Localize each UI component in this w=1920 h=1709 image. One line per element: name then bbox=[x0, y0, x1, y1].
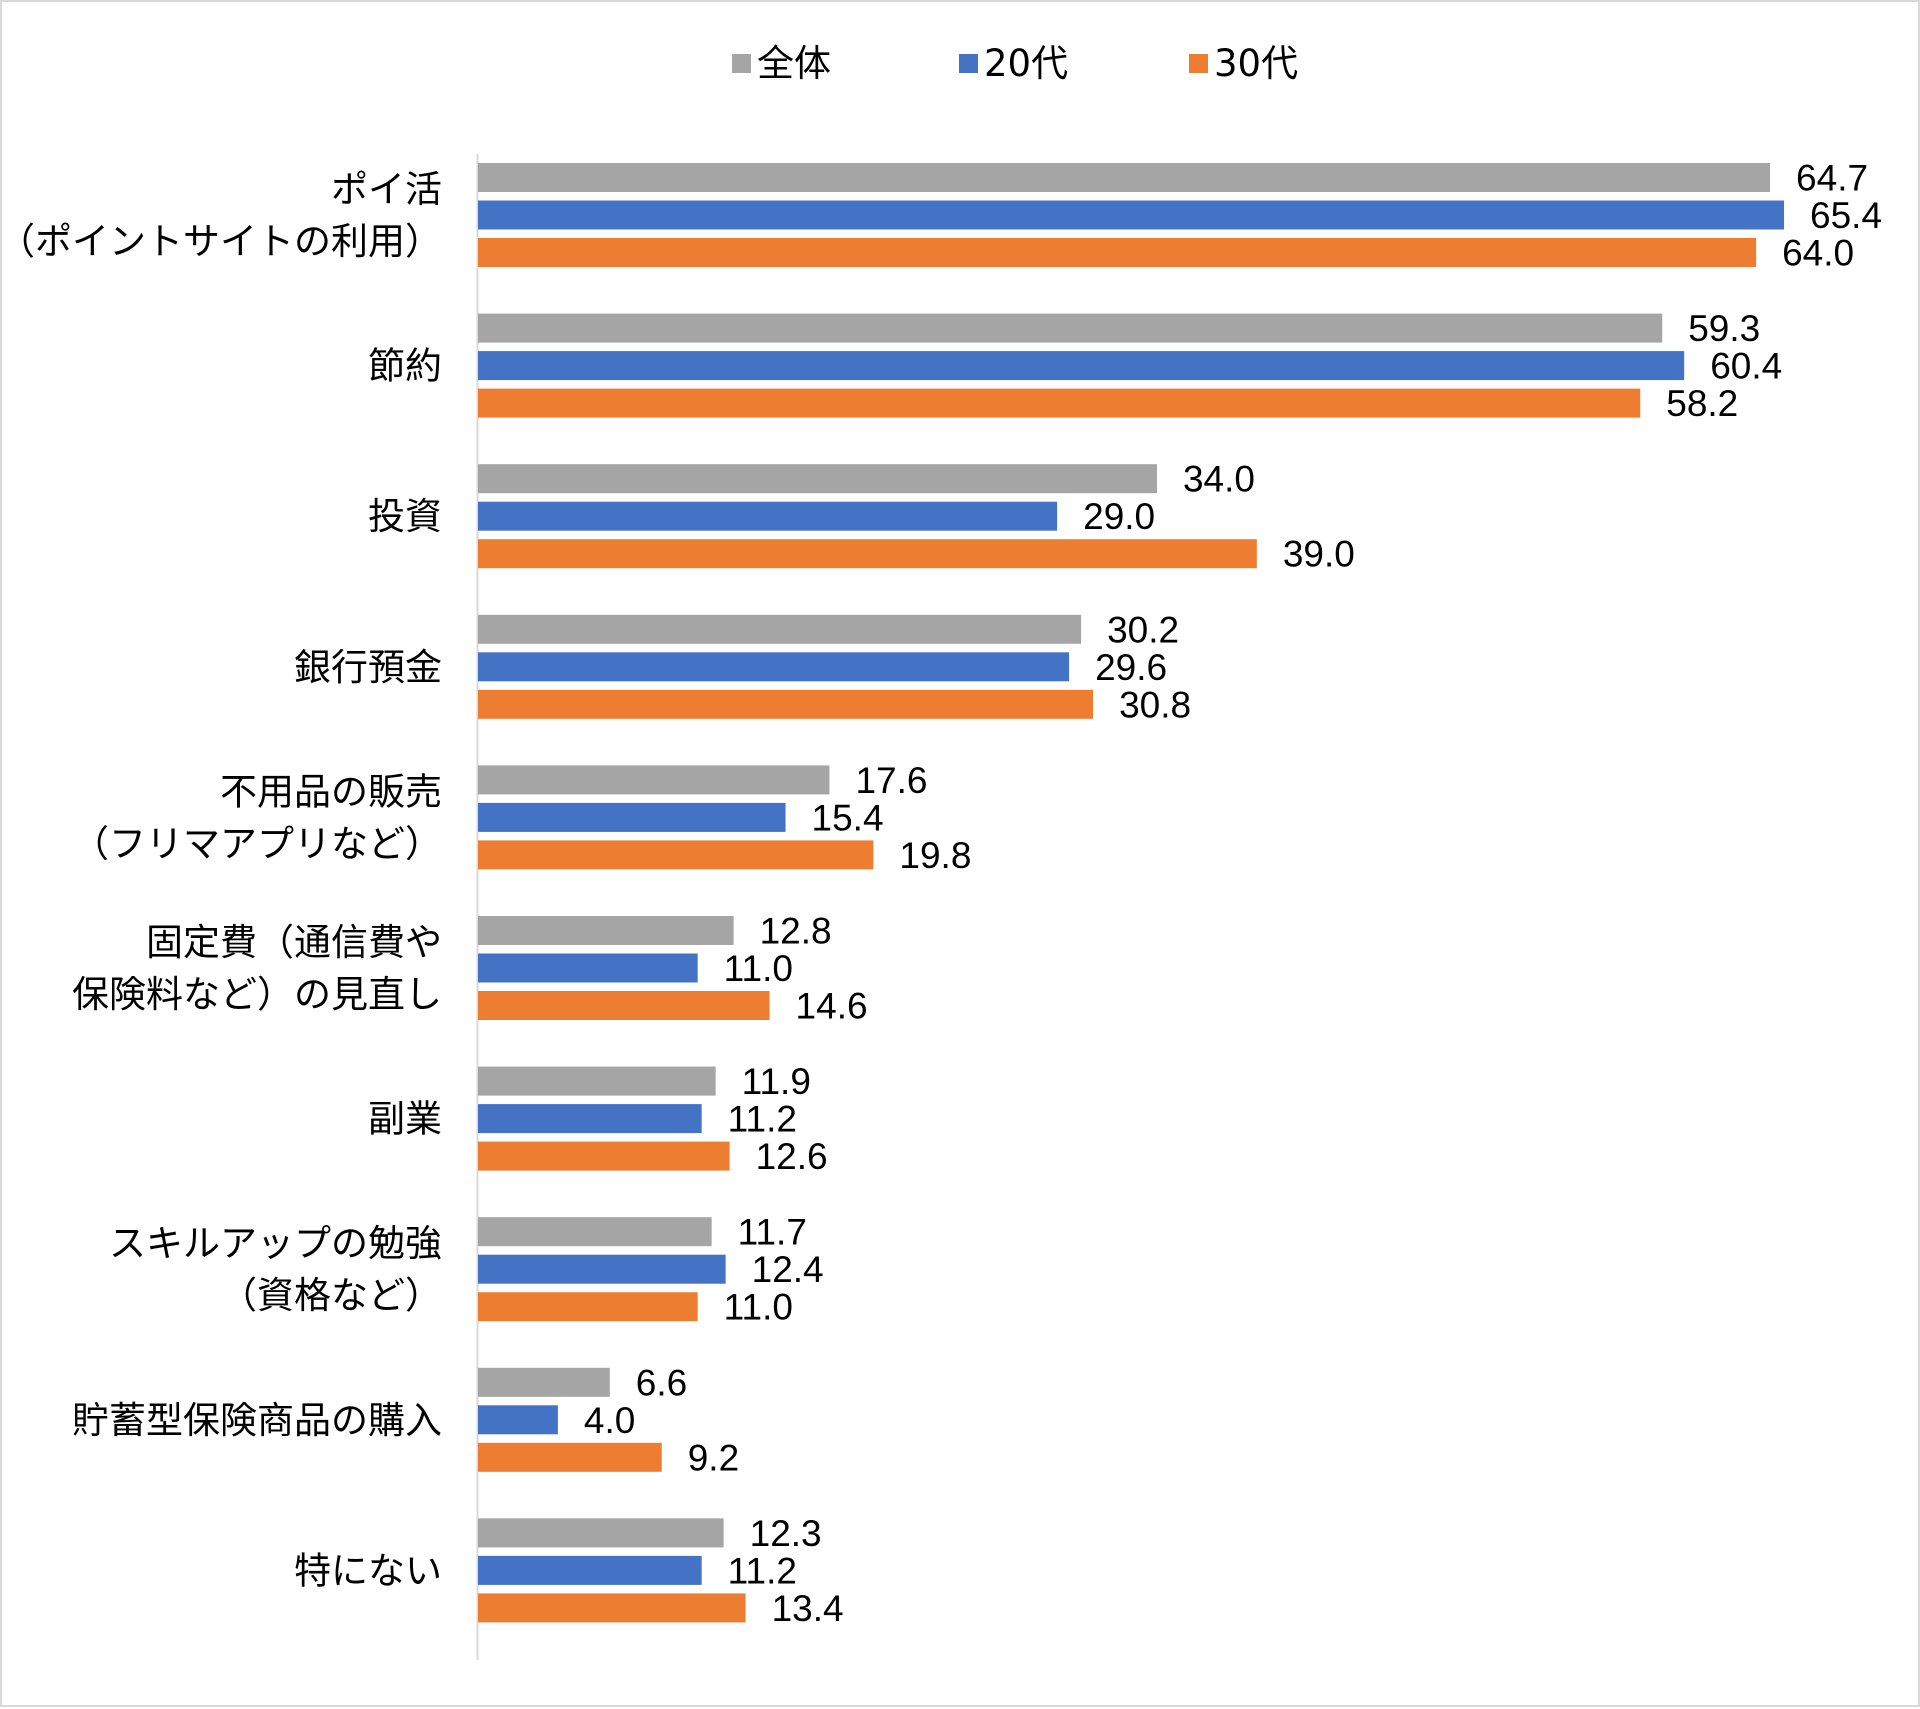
bar-9-1 bbox=[478, 1367, 610, 1397]
value-label-2-1: 59.3 bbox=[1688, 308, 1760, 349]
legend-label-2: 20代 bbox=[984, 42, 1068, 85]
category-label-7: 副業 bbox=[368, 1098, 442, 1141]
value-label-2-2: 60.4 bbox=[1710, 346, 1782, 387]
value-label-4-3: 30.8 bbox=[1119, 684, 1191, 725]
bar-10-3 bbox=[478, 1593, 746, 1623]
bar-7-1 bbox=[478, 1066, 716, 1096]
value-label-6-3: 14.6 bbox=[796, 986, 868, 1027]
bar-7-3 bbox=[478, 1141, 730, 1171]
bar-9-2 bbox=[478, 1405, 558, 1435]
value-label-10-3: 13.4 bbox=[772, 1588, 844, 1629]
bar-8-1 bbox=[478, 1217, 712, 1247]
value-label-1-3: 64.0 bbox=[1782, 233, 1854, 274]
value-label-1-1: 64.7 bbox=[1796, 158, 1868, 199]
category-label-8: スキルアップの勉強（資格など） bbox=[109, 1222, 442, 1317]
bar-4-3 bbox=[478, 689, 1094, 719]
bar-1-3 bbox=[478, 238, 1757, 267]
value-label-7-2: 11.2 bbox=[728, 1099, 797, 1140]
bar-3-2 bbox=[478, 501, 1058, 531]
value-label-6-2: 11.0 bbox=[724, 948, 793, 989]
bar-10-2 bbox=[478, 1555, 702, 1585]
bar-2-1 bbox=[478, 313, 1663, 343]
category-label-10: 特にない bbox=[294, 1549, 442, 1592]
bar-6-3 bbox=[478, 991, 770, 1020]
value-label-3-1: 34.0 bbox=[1183, 459, 1255, 500]
bar-6-1 bbox=[478, 916, 734, 945]
value-label-10-2: 11.2 bbox=[728, 1550, 797, 1591]
bar-3-1 bbox=[478, 464, 1157, 494]
value-label-9-1: 6.6 bbox=[636, 1362, 687, 1403]
value-label-1-2: 65.4 bbox=[1810, 195, 1882, 236]
category-label-2: 節約 bbox=[368, 345, 442, 388]
bar-8-3 bbox=[478, 1292, 698, 1322]
legend-label-1: 全体 bbox=[757, 42, 831, 85]
bar-8-2 bbox=[478, 1254, 726, 1284]
bar-1-1 bbox=[478, 163, 1771, 192]
category-label-9: 貯蓄型保険商品の購入 bbox=[72, 1399, 442, 1442]
bar-5-1 bbox=[478, 765, 830, 795]
bar-3-3 bbox=[478, 539, 1257, 569]
bar-2-2 bbox=[478, 351, 1685, 381]
category-label-5: 不用品の販売（フリマアプリなど） bbox=[72, 770, 442, 865]
value-label-4-1: 30.2 bbox=[1107, 609, 1179, 650]
value-labels: 64.765.464.0 59.360.458.2 34.0 29.0 39.0 30.2… bbox=[584, 158, 1882, 1629]
value-label-3-2: 29.0 bbox=[1083, 496, 1155, 537]
legend-label-3: 30代 bbox=[1214, 42, 1298, 85]
bars bbox=[478, 163, 1785, 1623]
bar-4-1 bbox=[478, 614, 1082, 644]
legend-swatch-2 bbox=[959, 54, 978, 73]
value-label-8-3: 11.0 bbox=[724, 1287, 793, 1328]
bar-4-2 bbox=[478, 652, 1070, 682]
legend-swatch-1 bbox=[732, 54, 751, 73]
bar-2-3 bbox=[478, 388, 1641, 418]
value-label-9-2: 4.0 bbox=[584, 1400, 635, 1441]
bar-1-2 bbox=[478, 200, 1785, 230]
value-label-3-3: 39.0 bbox=[1283, 534, 1355, 575]
legend: 全体 20代 30代 bbox=[732, 42, 1298, 85]
category-label-6: 固定費（通信費や保険料など）の見直し bbox=[72, 921, 442, 1016]
bar-5-2 bbox=[478, 802, 786, 832]
value-label-8-1: 11.7 bbox=[738, 1212, 807, 1253]
category-label-3: 投資 bbox=[368, 495, 442, 538]
value-label-2-3: 58.2 bbox=[1666, 383, 1738, 424]
value-label-5-3: 19.8 bbox=[899, 835, 971, 876]
legend-swatch-3 bbox=[1189, 54, 1208, 73]
bar-9-3 bbox=[478, 1442, 662, 1472]
value-label-5-2: 15.4 bbox=[812, 797, 884, 838]
category-label-4: 銀行預金 bbox=[294, 646, 442, 689]
bar-5-3 bbox=[478, 840, 874, 870]
category-label-1: ポイ活（ポイントサイトの利用） bbox=[2, 168, 442, 263]
bar-6-2 bbox=[478, 953, 698, 983]
value-label-7-1: 11.9 bbox=[742, 1061, 811, 1102]
bar-10-1 bbox=[478, 1518, 724, 1548]
value-label-7-3: 12.6 bbox=[756, 1136, 828, 1177]
bar-7-2 bbox=[478, 1104, 702, 1134]
value-label-9-3: 9.2 bbox=[688, 1437, 739, 1478]
value-label-10-1: 12.3 bbox=[750, 1513, 822, 1554]
value-label-8-2: 12.4 bbox=[752, 1249, 824, 1290]
value-label-6-1: 12.8 bbox=[760, 911, 832, 952]
value-label-4-2: 29.6 bbox=[1095, 647, 1167, 688]
value-label-5-1: 17.6 bbox=[855, 760, 927, 801]
